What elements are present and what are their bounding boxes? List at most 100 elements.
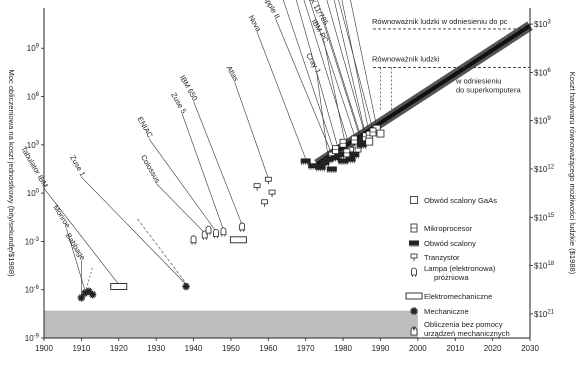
x-tick-label: 1990 (372, 344, 390, 353)
machine-label: Zuse 5 (169, 91, 188, 115)
shaded-region (44, 310, 418, 338)
legend-label: Mechaniczne (424, 307, 469, 316)
machine-line (295, 0, 340, 153)
mechanical-marker (88, 290, 97, 299)
transistor-marker (264, 176, 272, 185)
legend-label: Elektromechaniczne (424, 292, 492, 301)
machine-line (275, 19, 333, 155)
legend-label-line2: próżniowa (434, 273, 469, 282)
microprocessor-marker (343, 148, 351, 158)
machine-line (333, 0, 366, 135)
x-tick-label: 2010 (446, 344, 464, 353)
ic-marker (349, 151, 360, 159)
y-tick-label: 106 (27, 92, 40, 102)
machine-label: Nova (247, 13, 264, 33)
legend-label: Mikroprocesor (424, 224, 473, 233)
machine-line (193, 101, 243, 226)
x-tick-label: 1920 (110, 344, 128, 353)
machine-line (43, 188, 120, 285)
y2-tick-label: $103 (534, 20, 551, 30)
mechanical-marker (85, 287, 93, 296)
microprocessor-marker (369, 127, 377, 137)
legend-label: Obwód scalony (424, 239, 476, 248)
machine-label: Cray 1 (304, 51, 323, 75)
legend-gaas-icon (410, 196, 418, 204)
ref-label-super-1: w odniesieniu (455, 77, 501, 86)
x-tick-label: 1950 (222, 344, 240, 353)
machine-line (66, 228, 86, 292)
machine-line (326, 0, 366, 137)
ref-label-super-2: do superkomputera (456, 86, 521, 95)
machine-label: Apple II (261, 0, 282, 20)
machine-line (148, 138, 217, 232)
machine-line (309, 0, 359, 147)
electromechanical-marker (229, 236, 247, 244)
machine-label: Zuse 1 (68, 154, 87, 178)
y2-tick-label: $1012 (534, 164, 555, 174)
y-tick-label: 10-9 (25, 334, 40, 344)
microprocessor-marker (332, 145, 340, 155)
vacuum-marker (239, 222, 246, 232)
ref-label-human: Równoważnik ludzki (372, 55, 440, 64)
electromechanical-marker (110, 283, 128, 290)
legend: Obwód scalony GaAs Mikroprocesor Obwód sca… (405, 196, 510, 338)
transistor-marker (253, 183, 261, 191)
y2-tick-label: $109 (534, 116, 551, 126)
x-tick-label: 1910 (72, 344, 90, 353)
x-tick-label: 1940 (185, 344, 203, 353)
transistor-marker (261, 199, 268, 207)
machine-line (338, 0, 374, 131)
machine-line-dashed (137, 218, 187, 284)
machine-label: Colossus (139, 153, 162, 184)
vacuum-marker (220, 227, 227, 237)
legend-label: Lampa (elektronowa) (424, 264, 496, 273)
vacuum-marker (205, 225, 212, 236)
legend-label: Tranzystor (424, 253, 460, 262)
machine-line (303, 0, 351, 150)
ic-marker (338, 158, 349, 165)
x-tick-label: 1970 (297, 344, 315, 353)
legend-label-line2: urządzeń mechanicznych (424, 329, 510, 338)
x-tick-label: 1960 (259, 344, 277, 353)
vacuum-marker (190, 235, 197, 245)
y2-tick-label: $1015 (534, 213, 555, 223)
legend-ic-icon (409, 240, 419, 247)
markers-layer (77, 124, 385, 302)
machine-lines-layer (43, 0, 378, 296)
ic-marker (319, 160, 330, 167)
legend-vacuum-icon (411, 267, 417, 277)
y-tick-label: 100 (27, 189, 40, 199)
machine-line (324, 43, 348, 151)
machine-line (282, 0, 336, 156)
machine-label: Babbage (64, 232, 88, 262)
machine-label: Tabulator IBM (19, 145, 50, 190)
gaas-marker (365, 137, 374, 146)
machine-label: Atlas (225, 64, 241, 83)
microprocessor-marker (339, 138, 347, 148)
ic-marker (345, 156, 356, 164)
y-tick-label: 109 (27, 44, 40, 54)
y-axis-label: Moc obliczeniowa na koszt jednostkowy (b… (7, 69, 16, 277)
machine-line (317, 0, 363, 140)
ic-marker (326, 166, 337, 173)
legend-label: Obliczenia bez pomocy (424, 320, 503, 329)
legend-electromechanical-icon (405, 292, 423, 300)
legend-mechanical-icon (410, 307, 418, 315)
legend-transistor-icon (410, 253, 418, 261)
y-tick-label: 103 (27, 140, 40, 150)
shaded-region-layer (44, 310, 418, 338)
microprocessor-marker (350, 135, 358, 145)
y-tick-label: 10-3 (25, 237, 40, 247)
machine-label: Monroe (51, 203, 72, 229)
y2-tick-label: $1018 (534, 261, 555, 271)
machine-line (256, 32, 306, 160)
ic-marker (315, 164, 326, 172)
transistor-marker (268, 189, 276, 198)
machine-label: ENIAC (135, 115, 155, 140)
machine-line (182, 114, 224, 230)
axes-layer: 1900 1910 1920 1930 1940 1950 1960 1970 1980 1990… (7, 8, 577, 353)
machine-line (155, 183, 205, 234)
x-tick-label: 2020 (484, 344, 502, 353)
